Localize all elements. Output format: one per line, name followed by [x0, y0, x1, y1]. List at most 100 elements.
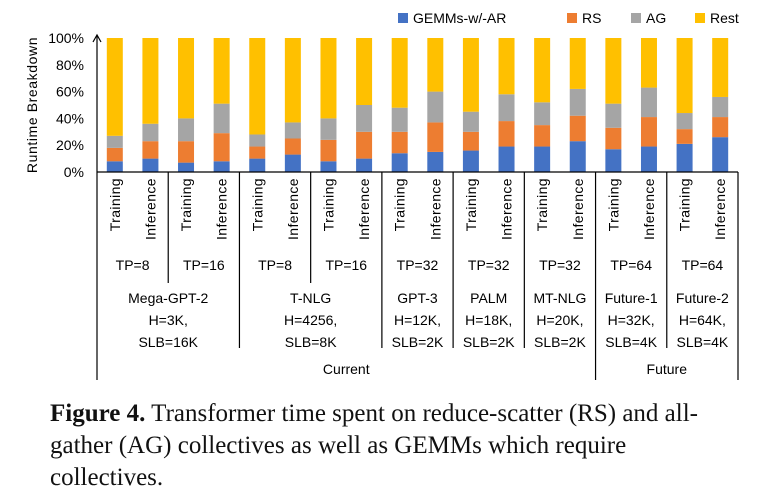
y-tick-label: 80%	[56, 57, 84, 73]
bar-rest-6	[320, 38, 337, 119]
x-category-label: Training	[249, 178, 265, 231]
bar-rest-12	[534, 38, 551, 103]
bar-rs-3	[213, 133, 230, 162]
tp-label: TP=16	[183, 257, 225, 273]
bar-rs-14	[605, 127, 622, 150]
tp-label: TP=32	[468, 257, 510, 273]
x-category-label: Training	[178, 178, 194, 231]
y-axis-arrow	[92, 33, 102, 43]
bar-gemms-w-ar-3	[213, 161, 230, 172]
bar-ag-13	[569, 88, 586, 116]
bar-ag-3	[213, 103, 230, 134]
bar-gemms-w-ar-8	[391, 153, 408, 172]
x-category-label: Training	[677, 178, 693, 231]
bar-ag-16	[676, 113, 693, 130]
model-label: Future-2	[676, 290, 729, 306]
bar-rest-7	[356, 38, 373, 105]
x-category-label: Inference	[214, 178, 230, 240]
bar-gemms-w-ar-15	[640, 146, 657, 172]
bar-rs-15	[640, 117, 657, 147]
bar-rest-4	[249, 38, 266, 135]
model-label: Mega-GPT-2	[128, 290, 208, 306]
legend-label-rs: RS	[582, 10, 601, 26]
bar-gemms-w-ar-7	[356, 158, 373, 172]
bar-gemms-w-ar-1	[142, 158, 159, 172]
legend-swatch-gemms-w-ar	[398, 13, 408, 23]
tp-label: TP=64	[610, 257, 652, 273]
y-axis-title: Runtime Breakdown	[24, 37, 40, 173]
x-category-label: Inference	[499, 178, 515, 240]
bar-ag-6	[320, 118, 337, 140]
bar-rs-9	[427, 122, 444, 152]
bar-rs-5	[284, 138, 301, 155]
model-label: H=12K,	[394, 312, 441, 328]
model-label: SLB=2K	[534, 334, 586, 350]
era-label-current: Current	[323, 361, 370, 377]
bar-gemms-w-ar-10	[462, 150, 479, 172]
bar-rs-0	[106, 147, 123, 162]
x-category-label: Training	[392, 178, 408, 231]
bar-rs-13	[569, 115, 586, 142]
era-label-future: Future	[647, 361, 688, 377]
figure-label: Figure 4.	[50, 400, 146, 427]
bar-ag-5	[284, 122, 301, 139]
bar-rest-8	[391, 38, 408, 108]
figure-caption-text: Transformer time spent on reduce-scatter…	[50, 400, 698, 491]
x-category-label: Training	[107, 178, 123, 231]
x-category-label: Inference	[570, 178, 586, 240]
x-category-label: Training	[534, 178, 550, 231]
bar-rest-13	[569, 38, 586, 89]
figure-caption: Figure 4. Transformer time spent on redu…	[50, 398, 740, 494]
y-tick-label: 0%	[64, 164, 84, 180]
bar-gemms-w-ar-9	[427, 151, 444, 172]
x-category-label: Training	[605, 178, 621, 231]
x-category-label: Training	[463, 178, 479, 231]
model-label: H=64K,	[679, 312, 726, 328]
legend-swatch-ag	[631, 13, 641, 23]
bar-rest-0	[106, 38, 123, 136]
bar-rs-16	[676, 129, 693, 144]
tp-label: TP=32	[397, 257, 439, 273]
bar-rest-1	[142, 38, 159, 124]
bar-gemms-w-ar-13	[569, 141, 586, 172]
x-category-label: Inference	[641, 178, 657, 240]
bar-gemms-w-ar-5	[284, 154, 301, 172]
bar-rs-7	[356, 131, 373, 159]
model-label: H=4256,	[284, 312, 337, 328]
bar-gemms-w-ar-6	[320, 161, 337, 172]
bar-gemms-w-ar-11	[498, 146, 515, 172]
bar-ag-9	[427, 91, 444, 123]
bar-ag-0	[106, 135, 123, 148]
bar-ag-1	[142, 123, 159, 142]
tp-label: TP=32	[539, 257, 581, 273]
bar-ag-10	[462, 111, 479, 132]
legend-swatch-rs	[567, 13, 577, 23]
bar-gemms-w-ar-14	[605, 149, 622, 172]
model-label: T-NLG	[290, 290, 331, 306]
legend-label-rest: Rest	[710, 10, 739, 26]
model-label: H=3K,	[149, 312, 188, 328]
bar-gemms-w-ar-4	[249, 158, 266, 172]
bar-ag-15	[640, 87, 657, 118]
bar-rest-15	[640, 38, 657, 88]
bar-rest-14	[605, 38, 622, 104]
bar-rest-2	[178, 38, 195, 119]
tp-label: TP=64	[682, 257, 724, 273]
y-tick-label: 40%	[56, 110, 84, 126]
bar-rs-12	[534, 125, 551, 147]
legend-label-gemms-w-ar: GEMMs-w/-AR	[413, 10, 506, 26]
x-category-label: Inference	[285, 178, 301, 240]
x-category-label: Training	[320, 178, 336, 231]
runtime-breakdown-chart: 0% 20% 40% 60% 80% 100% Runtime Breakdown GEMMs…	[24, 10, 739, 380]
model-label: SLB=16K	[138, 334, 198, 350]
model-label: GPT-3	[397, 290, 438, 306]
model-label: PALM	[470, 290, 507, 306]
bar-rs-10	[462, 131, 479, 151]
bar-rest-16	[676, 38, 693, 114]
bar-ag-4	[249, 134, 266, 147]
bar-rest-3	[213, 38, 230, 104]
tp-label: TP=16	[325, 257, 367, 273]
bar-gemms-w-ar-0	[106, 161, 123, 172]
bar-ag-7	[356, 105, 373, 132]
bar-ag-14	[605, 103, 622, 128]
